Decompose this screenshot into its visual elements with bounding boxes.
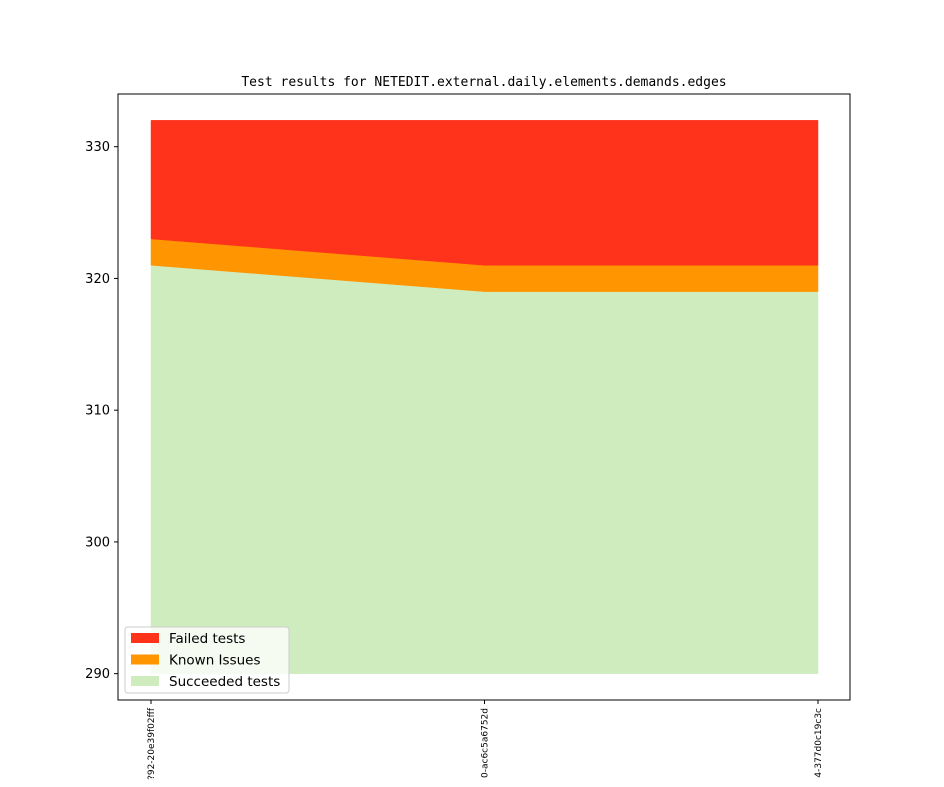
legend-swatch-known-issues — [131, 654, 159, 665]
y-tick-label: 310 — [85, 404, 110, 419]
x-tick-label: 0-ac6c5a6752d — [481, 708, 491, 778]
areas-layer — [150, 120, 819, 674]
legend-label-succeeded-tests: Succeeded tests — [169, 674, 280, 690]
legend-label-known-issues: Known Issues — [169, 653, 261, 669]
y-axis: 290 300 310 320 330 — [85, 140, 118, 682]
legend-swatch-succeeded-tests — [131, 676, 159, 686]
x-tick-label: ?92-20e39f02fff — [147, 707, 157, 780]
legend: Failed tests Known Issues Succeeded tests — [124, 626, 290, 694]
y-tick-label: 290 — [85, 667, 110, 682]
x-axis: ?92-20e39f02fff 0-ac6c5a6752d 4-377d0c19c3… — [147, 700, 824, 780]
y-tick-label: 320 — [85, 272, 110, 287]
area-succeeded-tests — [150, 264, 819, 674]
y-tick-label: 330 — [85, 140, 110, 155]
legend-label-failed-tests: Failed tests — [169, 631, 245, 647]
x-tick-label: 4-377d0c19c3c — [814, 708, 824, 778]
legend-box — [124, 626, 290, 694]
legend-swatch-failed-tests — [131, 633, 159, 643]
y-tick-label: 300 — [85, 535, 110, 550]
area-failed-tests — [150, 120, 819, 266]
chart-title: Test results for NETEDIT.external.daily.… — [241, 75, 726, 90]
